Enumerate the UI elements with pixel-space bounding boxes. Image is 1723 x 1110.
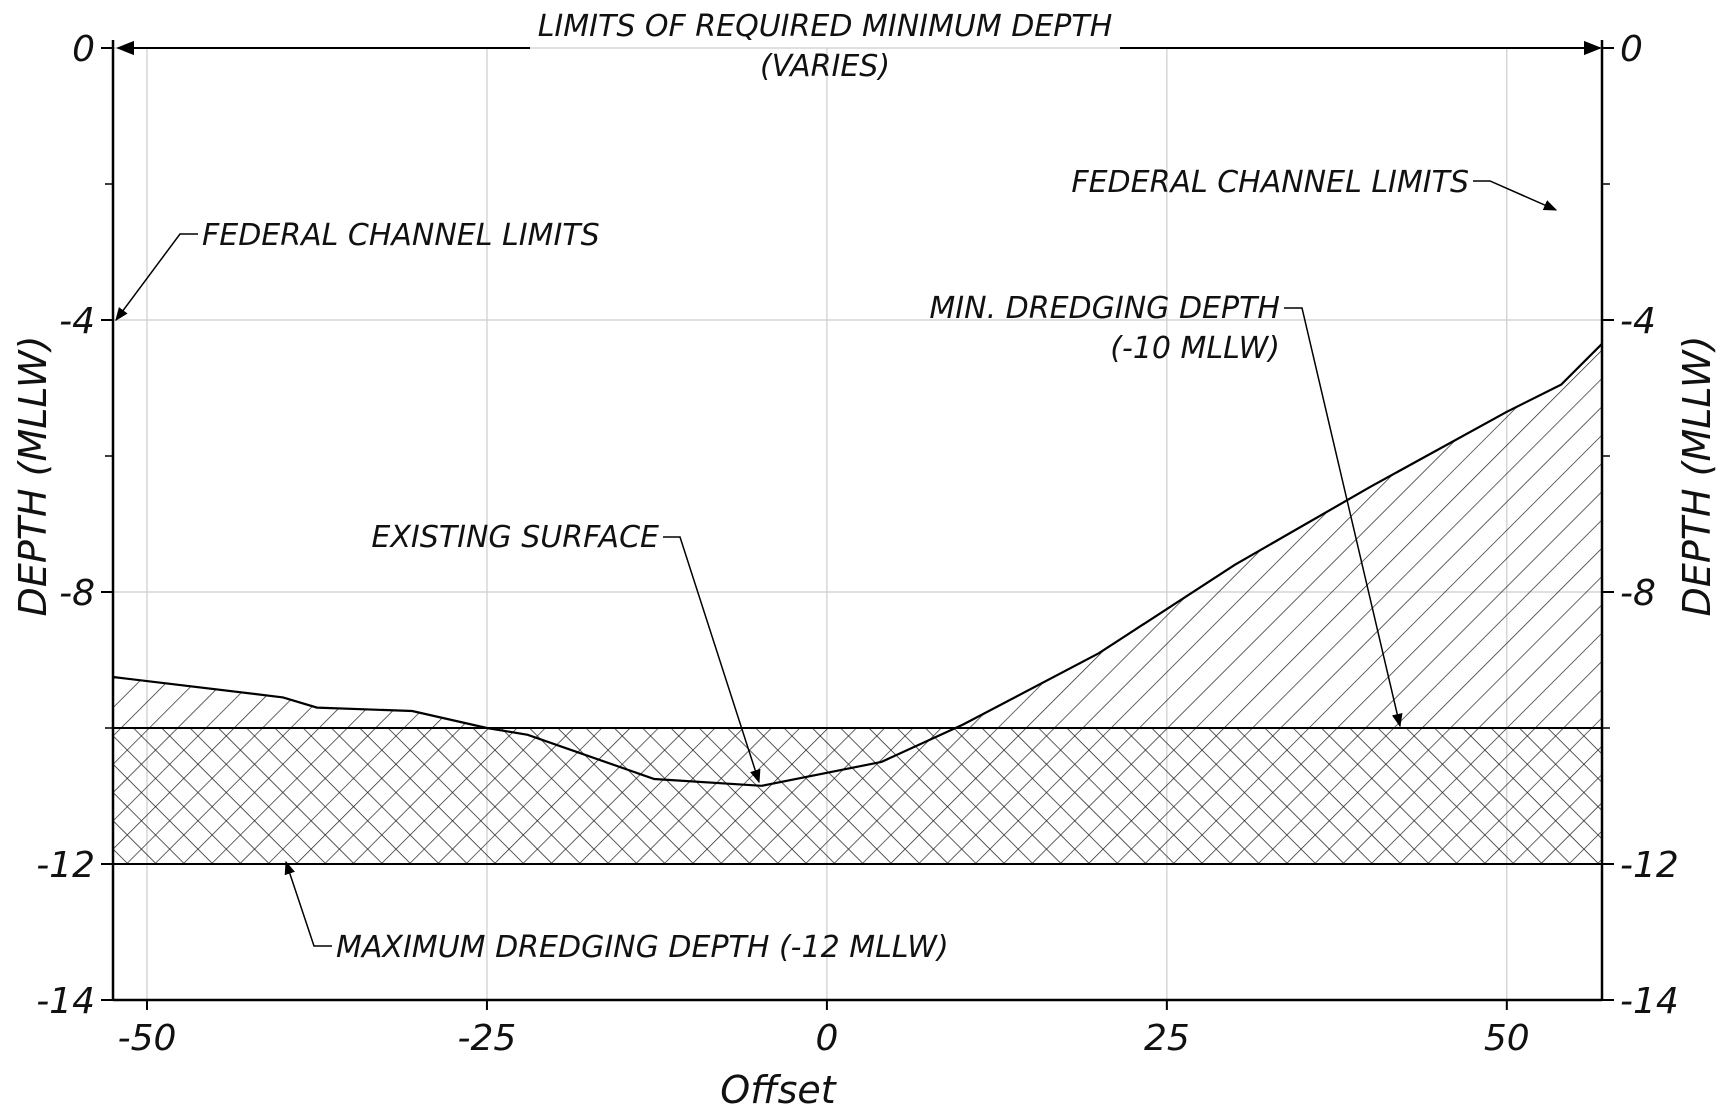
plot-frame xyxy=(111,40,1604,1002)
max-dredging-annotation: MAXIMUM DREDGING DEPTH (-12 MLLW) xyxy=(284,860,949,965)
federal-limits-right-annotation: FEDERAL CHANNEL LIMITS xyxy=(1071,165,1558,211)
y-axis-title-left: DEPTH (MLLW) xyxy=(11,336,55,617)
y-tick-label-right-1: -4 xyxy=(1620,301,1656,342)
axis-ticks: 0 0 -4 -4 -8 -8 -12 -12 -14 -14 -50 -25 0 25 50 xyxy=(36,29,1679,1059)
dredge-zone-region xyxy=(113,728,1602,864)
existing-surface-annotation: EXISTING SURFACE xyxy=(371,520,761,784)
x-tick-label-0: -50 xyxy=(118,1018,177,1059)
federal-limits-left-label: FEDERAL CHANNEL LIMITS xyxy=(202,218,600,253)
existing-surface-label: EXISTING SURFACE xyxy=(371,520,659,555)
y-tick-label-right-3: -12 xyxy=(1620,845,1679,886)
x-tick-label-2: 0 xyxy=(815,1018,838,1059)
limits-annotation: LIMITS OF REQUIRED MINIMUM DEPTH (VARIES… xyxy=(116,9,1602,84)
reference-lines xyxy=(113,727,1602,865)
excess-fill-region xyxy=(113,343,1602,728)
y-tick-label-left-2: -8 xyxy=(59,573,95,614)
y-axis-title-right: DEPTH (MLLW) xyxy=(1675,336,1719,617)
existing-surface-line xyxy=(112,343,1603,787)
limits-label-line1: LIMITS OF REQUIRED MINIMUM DEPTH xyxy=(538,9,1113,44)
x-tick-label-1: -25 xyxy=(458,1018,517,1059)
y-tick-label-right-2: -8 xyxy=(1620,573,1656,614)
min-dredging-label-line1: MIN. DREDGING DEPTH xyxy=(929,291,1280,326)
federal-limits-right-label: FEDERAL CHANNEL LIMITS xyxy=(1071,165,1469,200)
x-axis-title: Offset xyxy=(720,1068,838,1110)
y-tick-label-left-1: -4 xyxy=(59,301,95,342)
y-tick-label-left-3: -12 xyxy=(36,845,95,886)
hatched-regions xyxy=(113,343,1602,864)
x-tick-label-4: 50 xyxy=(1484,1018,1530,1059)
limits-label-line2: (VARIES) xyxy=(760,49,890,84)
federal-limits-left-annotation: FEDERAL CHANNEL LIMITS xyxy=(115,218,600,322)
y-tick-label-left-0: 0 xyxy=(72,29,95,70)
min-dredging-label-line2: (-10 MLLW) xyxy=(1110,331,1280,366)
max-dredging-label: MAXIMUM DREDGING DEPTH (-12 MLLW) xyxy=(336,930,949,965)
y-tick-label-left-4: -14 xyxy=(36,981,95,1022)
min-dredging-annotation: MIN. DREDGING DEPTH (-10 MLLW) xyxy=(929,291,1403,728)
y-tick-label-right-0: 0 xyxy=(1620,29,1643,70)
x-tick-label-3: 25 xyxy=(1144,1018,1190,1059)
y-tick-label-right-4: -14 xyxy=(1620,981,1679,1022)
